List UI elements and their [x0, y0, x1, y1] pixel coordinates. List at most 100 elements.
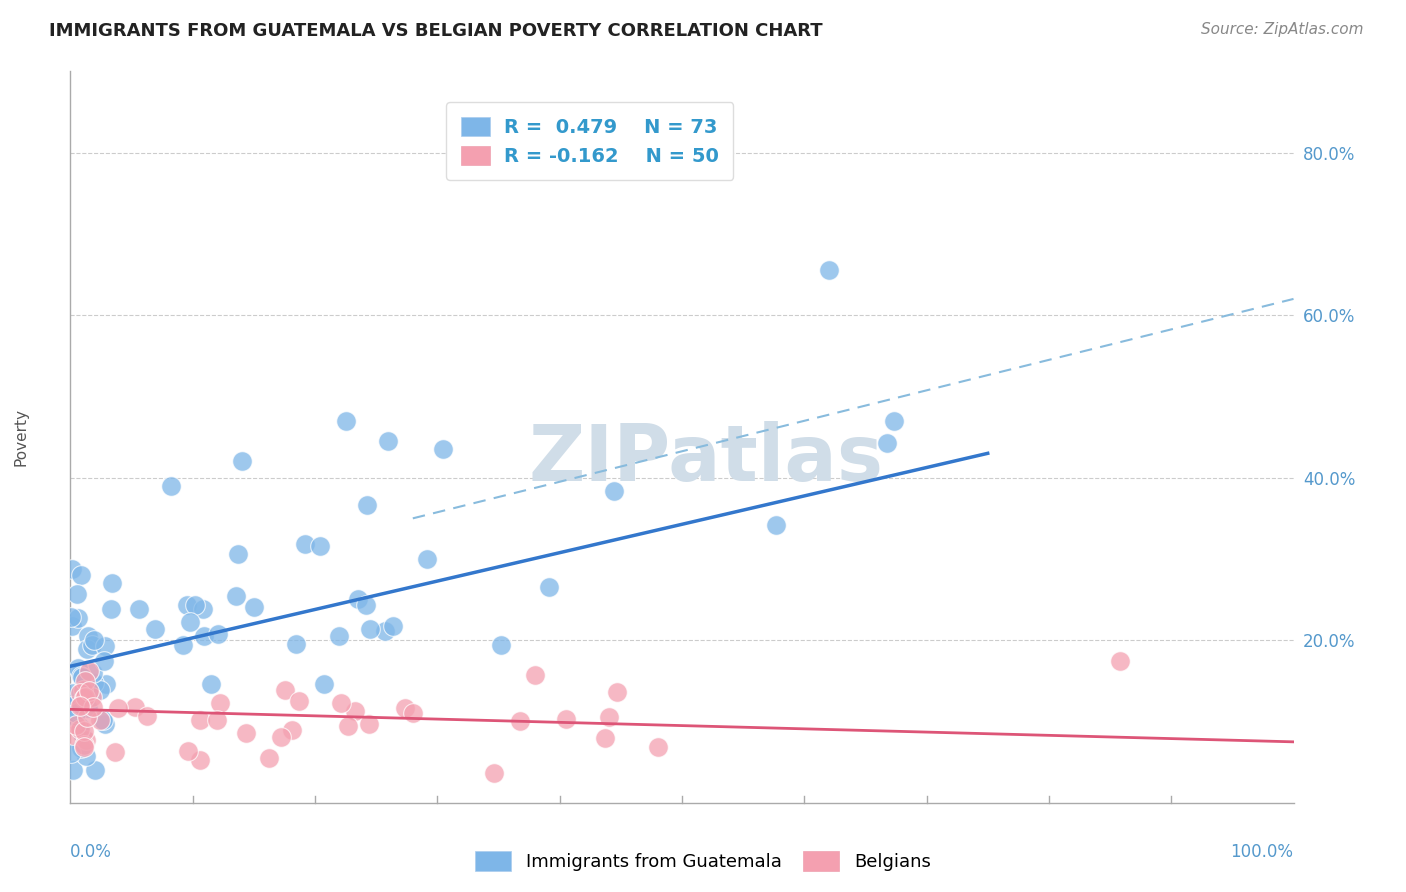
Point — [69, 666, 91, 681]
Point — [193, 629, 215, 643]
Point — [294, 537, 316, 551]
Point — [82, 699, 104, 714]
Point — [288, 694, 311, 708]
Point — [328, 629, 350, 643]
Point — [59, 746, 82, 760]
Point — [432, 442, 454, 457]
Point — [77, 700, 100, 714]
Point — [357, 717, 380, 731]
Point — [70, 698, 93, 712]
Point — [135, 709, 157, 723]
Point — [209, 696, 232, 710]
Point — [207, 626, 229, 640]
Point — [416, 551, 439, 566]
Point — [225, 590, 247, 604]
Point — [93, 654, 115, 668]
Text: 0.0%: 0.0% — [70, 843, 112, 861]
Point — [66, 586, 89, 600]
Point — [65, 717, 87, 731]
Text: 100.0%: 100.0% — [1230, 843, 1294, 861]
Point — [124, 700, 146, 714]
Point — [70, 740, 93, 755]
Point — [555, 712, 578, 726]
Point — [62, 686, 84, 700]
Point — [69, 720, 91, 734]
Point — [205, 713, 228, 727]
Point — [89, 714, 111, 728]
Point — [62, 764, 84, 778]
Point — [226, 547, 249, 561]
Point — [82, 638, 104, 652]
Point — [76, 641, 98, 656]
Point — [104, 745, 127, 759]
Point — [482, 765, 505, 780]
Point — [82, 665, 104, 680]
Point — [75, 749, 97, 764]
Point — [336, 719, 359, 733]
Point — [72, 738, 94, 752]
Point — [60, 562, 83, 576]
Point — [59, 699, 82, 714]
Text: Source: ZipAtlas.com: Source: ZipAtlas.com — [1201, 22, 1364, 37]
Point — [72, 670, 94, 684]
Point — [377, 434, 399, 449]
Point — [100, 602, 122, 616]
Point — [73, 723, 96, 738]
Point — [191, 602, 214, 616]
Point — [284, 637, 307, 651]
Point — [75, 733, 97, 747]
Point — [335, 414, 357, 428]
Point — [93, 717, 115, 731]
Point — [312, 676, 335, 690]
Point — [184, 599, 207, 613]
Text: Poverty: Poverty — [14, 408, 30, 467]
Point — [270, 730, 292, 744]
Point — [72, 682, 94, 697]
Text: IMMIGRANTS FROM GUATEMALA VS BELGIAN POVERTY CORRELATION CHART: IMMIGRANTS FROM GUATEMALA VS BELGIAN POV… — [49, 22, 823, 40]
Point — [231, 454, 253, 468]
Legend: Immigrants from Guatemala, Belgians: Immigrants from Guatemala, Belgians — [468, 844, 938, 879]
Point — [257, 751, 280, 765]
Point — [69, 699, 91, 714]
Point — [188, 753, 211, 767]
Point — [817, 263, 839, 277]
Point — [489, 639, 512, 653]
Point — [603, 483, 626, 498]
Point — [356, 499, 378, 513]
Point — [65, 716, 87, 731]
Point — [598, 710, 620, 724]
Point — [188, 713, 211, 727]
Point — [394, 701, 416, 715]
Legend: R =  0.479    N = 73, R = -0.162    N = 50: R = 0.479 N = 73, R = -0.162 N = 50 — [446, 103, 734, 180]
Point — [128, 602, 150, 616]
Point — [235, 726, 257, 740]
Point — [60, 619, 83, 633]
Point — [91, 713, 114, 727]
Point — [347, 592, 370, 607]
Point — [94, 640, 117, 654]
Point — [593, 731, 616, 746]
Point — [76, 710, 98, 724]
Point — [107, 700, 129, 714]
Point — [537, 581, 560, 595]
Point — [343, 704, 366, 718]
Point — [329, 697, 352, 711]
Point — [73, 739, 96, 754]
Point — [70, 669, 93, 683]
Point — [524, 667, 547, 681]
Point — [309, 540, 332, 554]
Point — [159, 479, 181, 493]
Point — [765, 517, 787, 532]
Point — [96, 677, 118, 691]
Point — [172, 638, 194, 652]
Point — [62, 728, 84, 742]
Point — [73, 690, 96, 705]
Point — [359, 622, 381, 636]
Point — [83, 633, 105, 648]
Point — [69, 722, 91, 736]
Point — [179, 615, 201, 630]
Point — [65, 706, 87, 720]
Point — [177, 744, 200, 758]
Point — [281, 723, 304, 737]
Point — [101, 576, 124, 591]
